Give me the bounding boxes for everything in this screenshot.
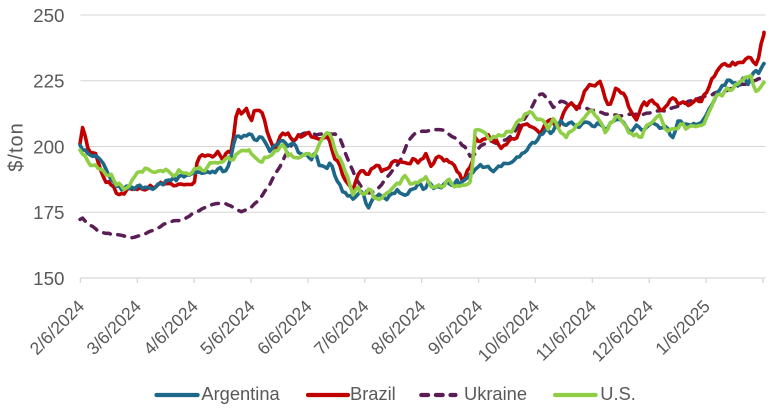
svg-text:Brazil: Brazil <box>350 383 396 404</box>
svg-text:200: 200 <box>33 136 64 157</box>
svg-text:250: 250 <box>33 5 64 26</box>
svg-text:150: 150 <box>33 268 64 289</box>
svg-text:Ukraine: Ukraine <box>464 383 527 404</box>
svg-text:$/ton: $/ton <box>6 122 28 171</box>
svg-text:175: 175 <box>33 202 64 223</box>
svg-text:225: 225 <box>33 71 64 92</box>
svg-text:Argentina: Argentina <box>201 383 280 404</box>
svg-text:U.S.: U.S. <box>600 383 636 404</box>
